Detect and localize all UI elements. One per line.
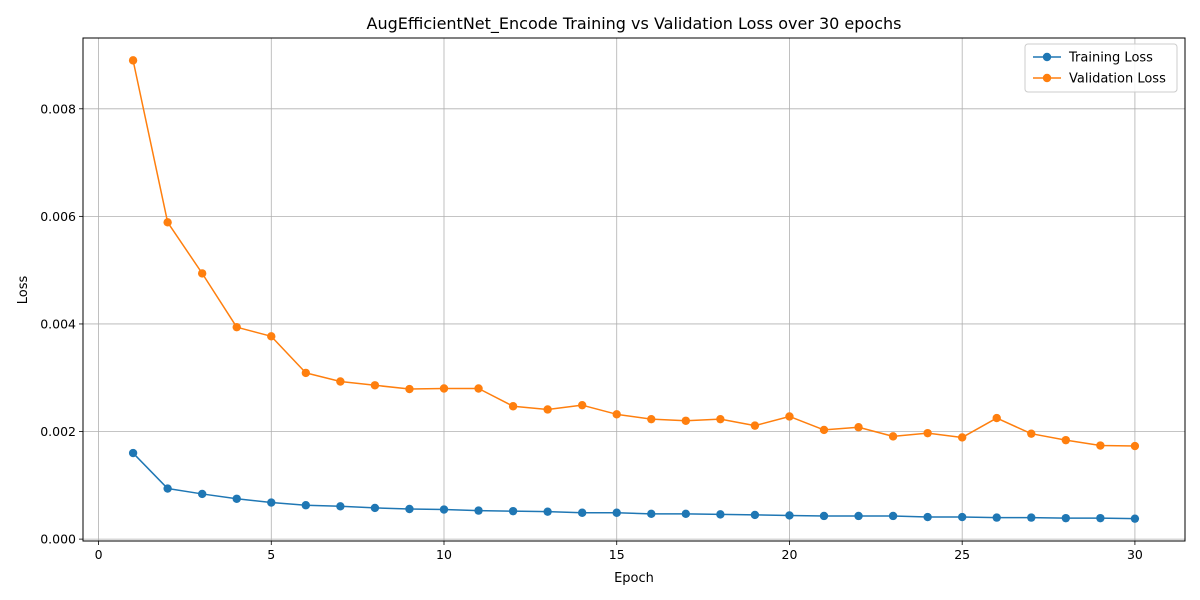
x-tick-label: 15 bbox=[609, 547, 625, 562]
training-loss-point bbox=[474, 506, 483, 515]
training-loss-point bbox=[267, 498, 276, 507]
validation-loss-point bbox=[128, 56, 138, 65]
training-loss-point bbox=[1061, 513, 1071, 523]
training-loss-point bbox=[923, 512, 932, 522]
y-tick-label: 0.008 bbox=[40, 101, 76, 116]
validation-loss-point bbox=[1096, 441, 1105, 450]
validation-loss-point bbox=[923, 428, 932, 438]
training-loss-point bbox=[577, 508, 587, 517]
y-tick-label: 0.006 bbox=[40, 209, 76, 224]
legend-swatch-marker bbox=[1042, 73, 1052, 83]
y-axis-ticks: 0.000 0.002 0.004 0.006 0.008 bbox=[40, 101, 83, 547]
x-tick-label: 25 bbox=[954, 547, 970, 562]
validation-loss-point bbox=[405, 384, 414, 394]
training-loss-line bbox=[132, 452, 1135, 520]
legend-item-validation-loss: Validation Loss bbox=[1033, 72, 1166, 87]
y-axis-label: Loss bbox=[16, 276, 31, 305]
x-tick-label: 0 bbox=[95, 547, 103, 562]
validation-loss-point bbox=[888, 432, 898, 441]
validation-loss-point bbox=[197, 269, 207, 278]
training-loss-point bbox=[370, 503, 380, 513]
training-loss-point bbox=[888, 511, 898, 521]
training-loss-point bbox=[1096, 513, 1105, 523]
x-axis-ticks: 0 5 10 15 20 25 30 bbox=[95, 541, 1143, 562]
validation-loss-point bbox=[1130, 441, 1140, 451]
validation-loss-point bbox=[992, 413, 1001, 423]
legend-item-training-loss: Training Loss bbox=[1033, 51, 1153, 66]
training-loss-point bbox=[405, 504, 414, 514]
legend: Training Loss Validation Loss bbox=[1024, 43, 1178, 93]
validation-loss-point bbox=[1027, 429, 1036, 438]
legend-swatch-marker bbox=[1042, 52, 1052, 62]
validation-loss-point bbox=[785, 412, 794, 421]
training-loss-point bbox=[612, 508, 621, 517]
grid-lines bbox=[83, 38, 1185, 541]
y-tick-label: 0.004 bbox=[40, 316, 76, 331]
training-loss-point bbox=[232, 494, 241, 503]
x-tick-label: 30 bbox=[1127, 547, 1143, 562]
legend-label: Validation Loss bbox=[1069, 72, 1166, 87]
validation-loss-point bbox=[543, 405, 552, 414]
validation-loss-point bbox=[957, 433, 967, 442]
chart-title: AugEfficientNet_Encode Training vs Valid… bbox=[367, 14, 902, 34]
validation-loss-point bbox=[301, 368, 311, 378]
training-loss-series bbox=[128, 448, 1140, 523]
training-loss-point bbox=[992, 513, 1001, 522]
training-loss-point bbox=[543, 507, 552, 516]
validation-loss-point bbox=[439, 384, 449, 393]
training-loss-point bbox=[163, 484, 172, 493]
validation-loss-point bbox=[612, 410, 621, 419]
training-loss-point bbox=[716, 510, 725, 519]
training-loss-point bbox=[785, 511, 794, 520]
validation-loss-point bbox=[474, 384, 483, 393]
validation-loss-point bbox=[370, 381, 380, 390]
training-loss-point bbox=[647, 509, 656, 519]
training-loss-point bbox=[1130, 514, 1140, 523]
training-loss-point bbox=[197, 489, 207, 499]
validation-loss-series bbox=[128, 56, 1140, 451]
validation-loss-point bbox=[577, 400, 587, 410]
training-loss-point bbox=[854, 511, 863, 521]
validation-loss-point bbox=[681, 416, 691, 425]
x-tick-label: 10 bbox=[436, 547, 452, 562]
validation-loss-line bbox=[132, 60, 1135, 447]
x-tick-label: 20 bbox=[782, 547, 798, 562]
x-tick-label: 5 bbox=[267, 547, 275, 562]
validation-loss-point bbox=[716, 414, 725, 424]
validation-loss-point bbox=[267, 332, 276, 341]
series-layer bbox=[128, 56, 1140, 523]
training-loss-point bbox=[439, 505, 449, 514]
plot-frame bbox=[82, 37, 1186, 542]
training-loss-point bbox=[957, 512, 967, 522]
validation-loss-point bbox=[508, 402, 518, 411]
validation-loss-point bbox=[163, 218, 172, 227]
training-loss-point bbox=[681, 509, 691, 519]
validation-loss-point bbox=[1061, 435, 1071, 445]
validation-loss-point bbox=[647, 414, 656, 424]
training-loss-point bbox=[336, 502, 345, 511]
training-loss-point bbox=[750, 510, 760, 520]
y-tick-label: 0.000 bbox=[40, 532, 76, 547]
y-tick-label: 0.002 bbox=[40, 424, 76, 439]
legend-label: Training Loss bbox=[1068, 51, 1153, 66]
training-loss-point bbox=[819, 511, 829, 521]
training-loss-point bbox=[1027, 513, 1036, 522]
validation-loss-point bbox=[750, 421, 760, 430]
validation-loss-point bbox=[336, 377, 345, 386]
training-loss-point bbox=[508, 506, 518, 516]
training-loss-point bbox=[128, 448, 138, 458]
x-axis-label: Epoch bbox=[614, 571, 654, 586]
validation-loss-point bbox=[854, 423, 863, 432]
legend-box bbox=[1024, 43, 1178, 93]
validation-loss-point bbox=[232, 322, 241, 332]
training-loss-point bbox=[301, 501, 311, 510]
validation-loss-point bbox=[819, 425, 829, 435]
